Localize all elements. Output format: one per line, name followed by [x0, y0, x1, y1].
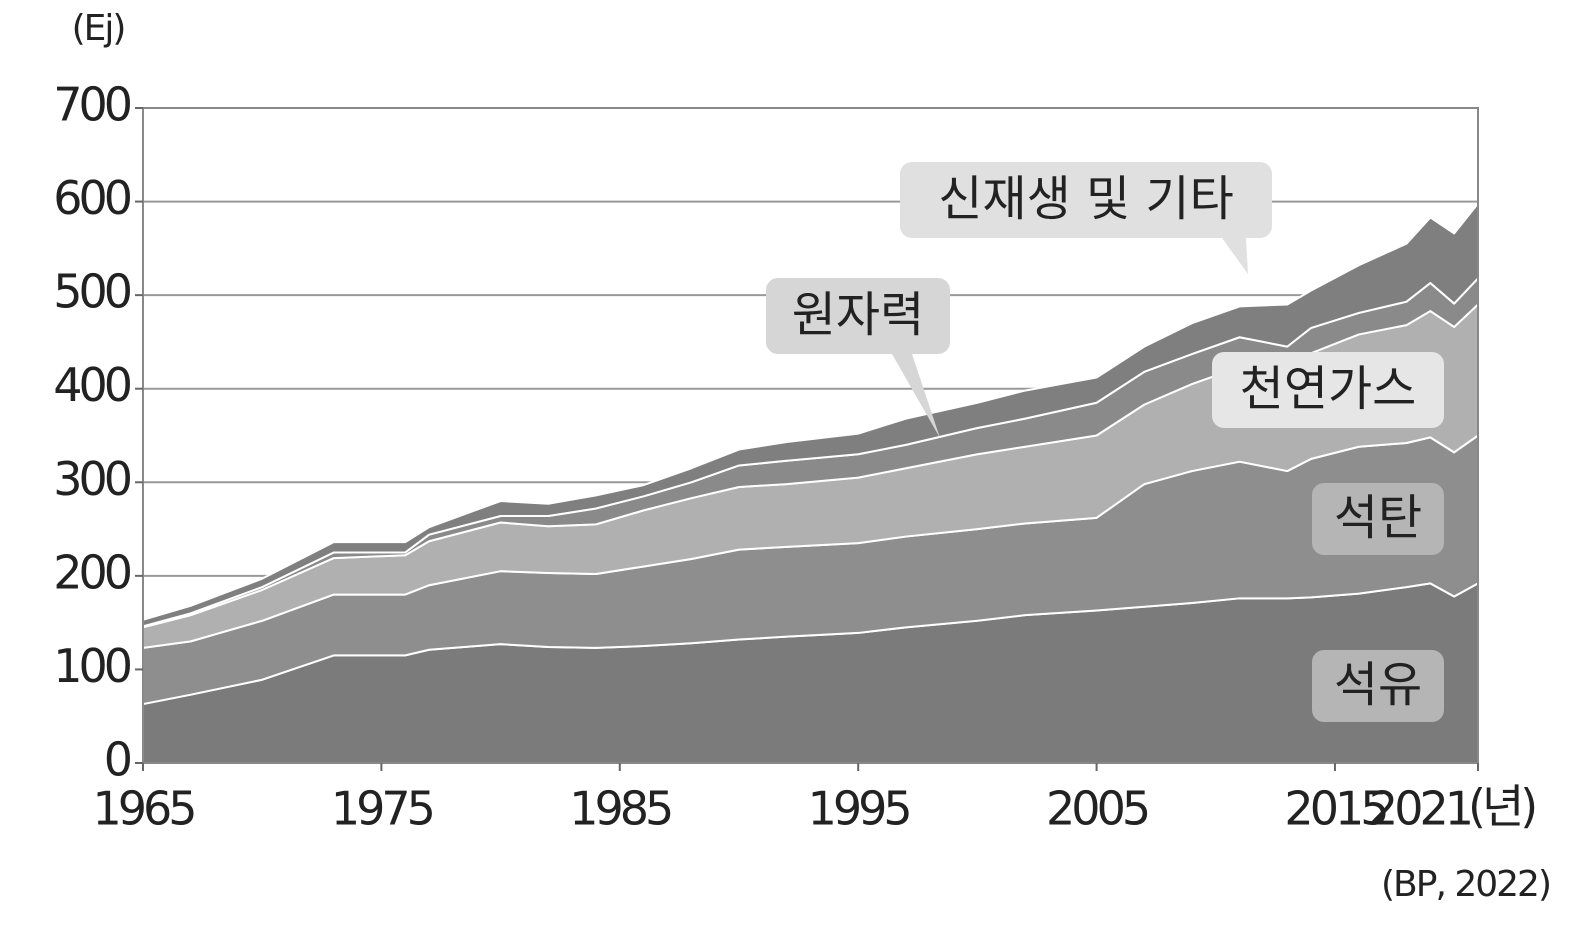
y-tick-label: 400 — [53, 358, 131, 412]
series-label: 신재생 및 기타 — [938, 171, 1233, 227]
y-axis-label: (Ej) — [72, 8, 125, 49]
x-tick-label: 1975 — [331, 782, 433, 836]
label-box — [766, 278, 950, 354]
series-label: 천연가스 — [1240, 361, 1417, 417]
y-tick-label: 200 — [53, 545, 131, 599]
y-tick-label: 600 — [53, 171, 131, 225]
y-tick-label: 300 — [53, 452, 131, 506]
y-tick-label: 100 — [53, 639, 131, 693]
x-tick-label: 1985 — [569, 782, 671, 836]
x-tick-label: 1995 — [808, 782, 910, 836]
callout-pointer — [892, 354, 940, 438]
plot-frame — [142, 107, 1479, 764]
label-box — [1212, 352, 1444, 428]
series-label: 석유 — [1334, 657, 1422, 713]
label-box — [900, 162, 1272, 238]
x-tick-label: 2021 — [1369, 782, 1471, 836]
y-tick-label: 0 — [104, 733, 131, 787]
series-label: 원자력 — [792, 287, 924, 343]
x-tick-label: 1965 — [92, 782, 194, 836]
x-axis-label: (년) — [1468, 780, 1534, 834]
label-box — [1312, 650, 1444, 722]
x-tick-label: 2005 — [1046, 782, 1148, 836]
label-box — [1312, 483, 1444, 555]
source: (BP, 2022) — [1381, 864, 1550, 905]
callout-pointer — [1222, 238, 1248, 274]
y-tick-label: 700 — [53, 78, 131, 132]
x-tick-label: 2015 — [1284, 782, 1386, 836]
y-tick-label: 500 — [53, 265, 131, 319]
series-label: 석탄 — [1334, 490, 1422, 546]
